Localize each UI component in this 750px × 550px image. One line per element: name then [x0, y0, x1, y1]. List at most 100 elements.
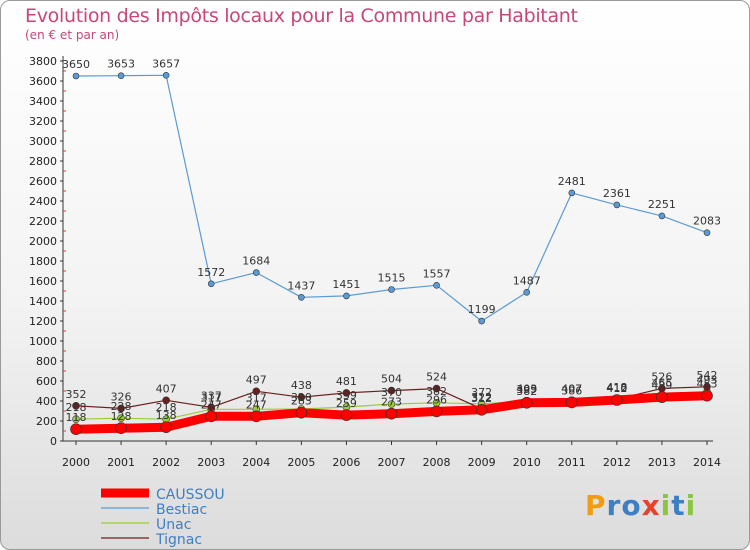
- data-point-bestiac: [252, 269, 260, 276]
- data-label-caussou: 283: [291, 395, 312, 408]
- data-label-tignac: 481: [336, 375, 357, 388]
- data-label-unac: 372: [471, 386, 492, 399]
- data-label-tignac: 418: [606, 381, 627, 394]
- data-label-unac: 218: [156, 401, 177, 414]
- data-label-unac: 370: [381, 386, 402, 399]
- data-point-bestiac: [478, 317, 485, 325]
- data-label-bestiac: 1199: [468, 303, 496, 316]
- data-label-tignac: 504: [381, 373, 402, 386]
- data-point-bestiac: [207, 280, 215, 288]
- y-tick-label: 1800: [29, 255, 57, 268]
- data-label-tignac: 407: [561, 382, 582, 395]
- data-point-tignac: [342, 389, 351, 397]
- data-label-tignac: 322: [471, 391, 492, 404]
- data-label-caussou: 247: [201, 398, 222, 411]
- data-point-bestiac: [613, 201, 621, 209]
- data-point-unac: [72, 415, 80, 424]
- y-tick-label: 0: [50, 435, 57, 448]
- y-tick-label: 400: [36, 395, 57, 408]
- y-tick-label: 2000: [29, 235, 57, 248]
- data-point-caussou: [205, 410, 218, 423]
- data-label-bestiac: 1557: [423, 267, 451, 280]
- x-tick-label: 2000: [62, 456, 90, 469]
- chart-subtitle: (en € et par an): [25, 28, 120, 42]
- y-tick-label: 3000: [29, 135, 57, 148]
- data-label-unac: 339: [336, 389, 357, 402]
- data-label-tignac: 352: [66, 388, 87, 401]
- data-label-tignac: 497: [246, 373, 267, 386]
- y-tick-label: 3400: [29, 95, 57, 108]
- y-tick-label: 3600: [29, 75, 57, 88]
- data-label-tignac: 326: [111, 390, 132, 403]
- data-label-caussou: 453: [697, 378, 718, 391]
- y-tick-label: 1200: [29, 315, 57, 328]
- logo-letter: P: [585, 489, 607, 522]
- data-point-caussou: [475, 403, 488, 416]
- data-point-caussou: [385, 407, 398, 420]
- x-tick-label: 2008: [423, 456, 451, 469]
- data-point-bestiac: [72, 72, 80, 80]
- data-point-bestiac: [298, 293, 305, 301]
- data-point-tignac: [387, 386, 396, 395]
- chart-title: Evolution des Impôts locaux pour la Comm…: [25, 5, 578, 27]
- data-point-tignac: [117, 404, 125, 413]
- data-label-tignac: 524: [426, 371, 447, 384]
- data-label-unac: 399: [516, 383, 537, 396]
- data-point-bestiac: [117, 72, 125, 79]
- data-point-bestiac: [523, 288, 531, 296]
- y-tick-label: 3800: [29, 55, 57, 68]
- legend-label-bestiac: Bestiac: [156, 502, 207, 518]
- data-label-caussou: 118: [66, 411, 87, 424]
- x-tick-label: 2007: [378, 456, 406, 469]
- data-point-caussou: [115, 422, 127, 435]
- y-tick-label: 800: [36, 355, 57, 368]
- data-label-bestiac: 1487: [513, 274, 541, 287]
- data-label-unac: 218: [66, 401, 87, 414]
- data-point-caussou: [701, 389, 713, 402]
- y-tick-label: 2800: [29, 155, 57, 168]
- data-label-unac: 465: [651, 377, 672, 390]
- data-point-unac: [117, 414, 125, 423]
- data-label-caussou: 259: [336, 397, 357, 410]
- x-tick-label: 2014: [693, 456, 721, 469]
- data-point-tignac: [297, 393, 306, 402]
- data-point-bestiac: [343, 292, 350, 300]
- data-label-caussou: 439: [651, 379, 672, 392]
- data-point-bestiac: [703, 229, 711, 236]
- data-label-bestiac: 1437: [287, 279, 315, 292]
- legend-label-caussou: CAUSSOU: [156, 487, 225, 503]
- data-point-bestiac: [568, 189, 576, 197]
- data-point-caussou: [295, 406, 308, 419]
- data-label-bestiac: 2481: [558, 175, 586, 188]
- y-tick-label: 600: [36, 375, 57, 388]
- data-label-caussou: 410: [606, 382, 627, 395]
- x-tick-label: 2001: [107, 456, 135, 469]
- logo-letter: i: [660, 489, 672, 522]
- data-label-unac: 493: [697, 374, 718, 387]
- x-tick-label: 2009: [468, 456, 496, 469]
- x-tick-label: 2010: [513, 456, 541, 469]
- data-label-bestiac: 1684: [242, 255, 270, 268]
- data-label-tignac: 407: [156, 382, 177, 395]
- proxiti-logo: Proxiti: [585, 489, 696, 522]
- data-label-bestiac: 3657: [152, 57, 180, 70]
- data-point-bestiac: [162, 72, 170, 79]
- y-tick-label: 2400: [29, 195, 57, 208]
- legend-label-tignac: Tignac: [155, 532, 202, 548]
- data-point-caussou: [340, 409, 353, 421]
- data-label-caussou: 386: [561, 384, 582, 397]
- x-tick-label: 2011: [558, 456, 586, 469]
- x-tick-label: 2004: [242, 456, 270, 469]
- legend-label-unac: Unac: [156, 517, 191, 533]
- data-label-bestiac: 3650: [62, 58, 90, 71]
- data-label-tignac: 542: [697, 369, 718, 382]
- data-point-tignac: [252, 387, 261, 396]
- x-tick-label: 2006: [332, 456, 360, 469]
- data-point-caussou: [656, 391, 668, 403]
- x-tick-label: 2013: [648, 456, 676, 469]
- x-tick-label: 2002: [152, 456, 180, 469]
- data-point-tignac: [72, 401, 80, 410]
- data-point-caussou: [160, 421, 172, 434]
